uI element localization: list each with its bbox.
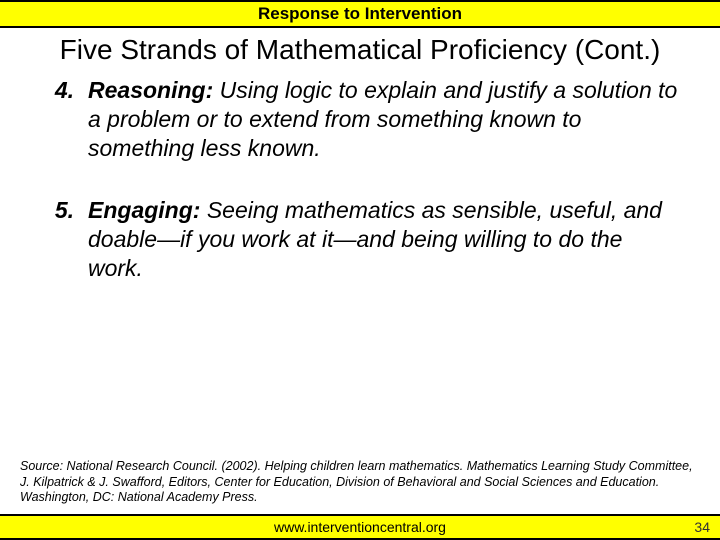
page-number: 34 (694, 519, 710, 535)
slide-title: Five Strands of Mathematical Proficiency… (0, 28, 720, 76)
list-label: Engaging: (88, 197, 200, 223)
list-label: Reasoning: (88, 77, 213, 103)
header-banner-text: Response to Intervention (258, 4, 462, 24)
footer-banner: www.interventioncentral.org 34 (0, 514, 720, 540)
list-item: 4. Reasoning: Using logic to explain and… (38, 76, 682, 162)
list-number: 5. (38, 196, 88, 282)
slide: Response to Intervention Five Strands of… (0, 0, 720, 540)
header-banner: Response to Intervention (0, 0, 720, 28)
source-citation: Source: National Research Council. (2002… (0, 459, 720, 514)
list-body: Engaging: Seeing mathematics as sensible… (88, 196, 682, 282)
content-area: 4. Reasoning: Using logic to explain and… (0, 76, 720, 459)
list-number: 4. (38, 76, 88, 162)
list-item: 5. Engaging: Seeing mathematics as sensi… (38, 196, 682, 282)
footer-url: www.interventioncentral.org (274, 519, 446, 535)
list-body: Reasoning: Using logic to explain and ju… (88, 76, 682, 162)
